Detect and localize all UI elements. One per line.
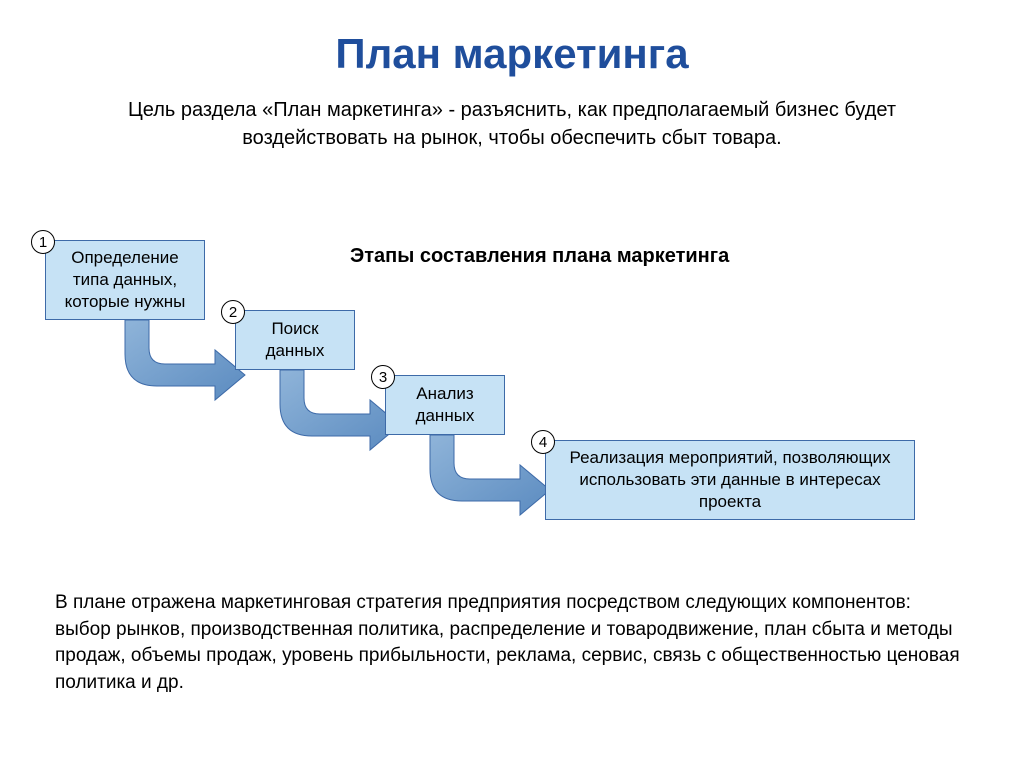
bottom-paragraph: В плане отражена маркетинговая стратегия… xyxy=(55,590,969,696)
step-number-badge: 1 xyxy=(31,230,55,254)
step-box-step4: Реализация мероприятий, позволяющих испо… xyxy=(545,440,915,520)
step-number-badge: 4 xyxy=(531,430,555,454)
step-box-step3: Анализ данных xyxy=(385,375,505,435)
step-box-step2: Поиск данных xyxy=(235,310,355,370)
step-number-badge: 2 xyxy=(221,300,245,324)
flow-arrow xyxy=(115,320,255,420)
step-box-step1: Определение типа данных, которые нужны xyxy=(45,240,205,320)
step-number-badge: 3 xyxy=(371,365,395,389)
